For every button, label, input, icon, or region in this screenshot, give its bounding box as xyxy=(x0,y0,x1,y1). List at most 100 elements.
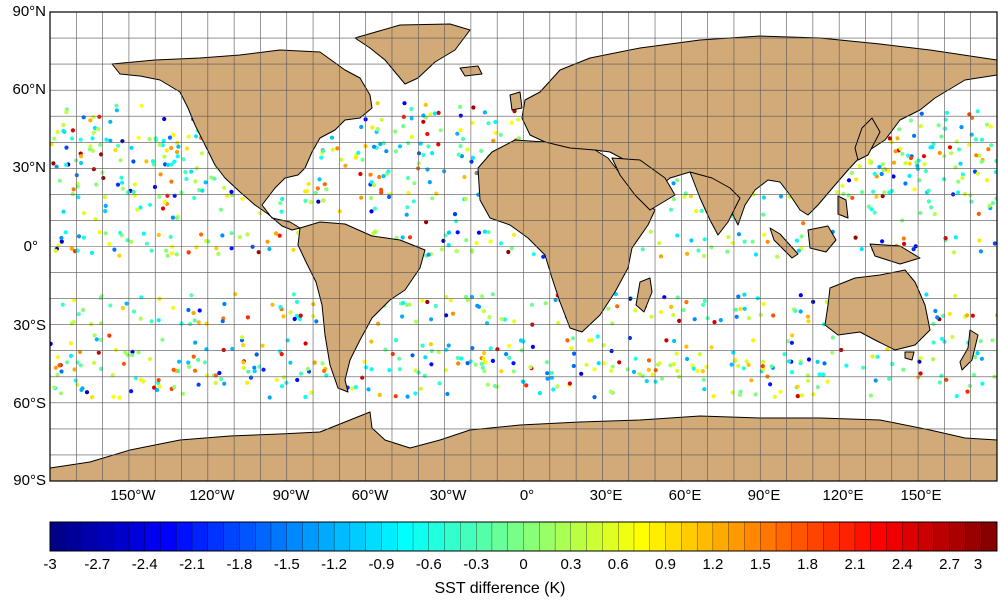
observation-dot xyxy=(772,394,777,399)
colorbar-block xyxy=(255,521,272,552)
observation-dot xyxy=(172,159,177,164)
observation-dot xyxy=(504,352,509,357)
observation-dot xyxy=(204,238,209,244)
observation-dot xyxy=(88,144,93,149)
observation-dot xyxy=(393,338,399,343)
observation-dot xyxy=(75,248,80,253)
observation-dot xyxy=(658,254,664,259)
observation-dot xyxy=(71,319,76,324)
observation-dot xyxy=(160,337,165,342)
colorbar-block xyxy=(854,521,872,552)
observation-dot xyxy=(50,142,54,147)
observation-dot xyxy=(274,377,279,382)
observation-dot xyxy=(103,209,108,214)
colorbar-block xyxy=(286,521,303,552)
observation-dot xyxy=(188,321,193,327)
observation-dot xyxy=(631,369,637,374)
observation-dot xyxy=(368,172,373,177)
observation-dot xyxy=(556,320,561,326)
observation-dot xyxy=(918,371,923,376)
observation-dot xyxy=(696,248,701,253)
observation-dot xyxy=(993,169,997,175)
observation-dot xyxy=(786,359,792,364)
observation-dot xyxy=(136,135,141,140)
observation-dot xyxy=(313,190,318,195)
observation-dot xyxy=(372,206,377,211)
observation-dot xyxy=(919,111,924,116)
observation-dot xyxy=(895,136,900,141)
observation-dot xyxy=(462,174,467,180)
observation-dot xyxy=(172,193,177,198)
observation-dot xyxy=(131,309,137,314)
observation-dot xyxy=(64,162,69,167)
observation-dot xyxy=(985,178,990,183)
observation-dot xyxy=(659,376,665,381)
observation-dot xyxy=(987,203,992,208)
observation-dot xyxy=(761,212,766,217)
observation-dot xyxy=(221,347,226,353)
observation-dot xyxy=(446,243,451,248)
observation-dot xyxy=(393,129,398,134)
observation-dot xyxy=(954,139,959,144)
observation-dot xyxy=(92,125,97,131)
observation-dot xyxy=(692,317,697,322)
observation-dot xyxy=(760,364,765,369)
observation-dot xyxy=(80,386,85,391)
observation-dot xyxy=(476,304,482,309)
observation-dot xyxy=(528,365,533,370)
land-sumatra xyxy=(769,227,799,259)
observation-dot xyxy=(170,251,175,256)
observation-dot xyxy=(486,121,491,126)
observation-dot xyxy=(199,151,205,156)
colorbar-block xyxy=(475,521,493,552)
land-borneo xyxy=(807,225,837,253)
observation-dot xyxy=(491,138,496,143)
observation-dot xyxy=(104,137,109,142)
observation-dot xyxy=(733,307,739,312)
observation-dot xyxy=(429,349,434,354)
observation-dot xyxy=(953,165,958,170)
observation-dot xyxy=(646,367,652,372)
observation-dot xyxy=(52,136,57,141)
observation-dot xyxy=(473,362,478,367)
observation-dot xyxy=(681,307,686,313)
colorbar-block xyxy=(602,521,619,552)
lat-label-60s: 60°S xyxy=(13,395,46,412)
observation-dot xyxy=(662,295,667,300)
observation-dot xyxy=(771,313,776,318)
observation-dot xyxy=(498,132,503,137)
observation-dot xyxy=(506,343,512,348)
observation-dot xyxy=(844,363,849,368)
observation-dot xyxy=(944,110,950,115)
observation-dot xyxy=(61,122,66,128)
observation-dot xyxy=(279,384,285,389)
observation-dot xyxy=(469,248,474,253)
observation-dot xyxy=(156,318,161,323)
observation-dot xyxy=(811,392,816,397)
observation-dot xyxy=(850,195,855,200)
land-africa xyxy=(477,139,656,333)
observation-dot xyxy=(979,356,985,361)
observation-dot xyxy=(55,355,61,360)
observation-dot xyxy=(718,318,723,323)
observation-dot xyxy=(760,359,766,364)
observation-dot xyxy=(511,319,517,324)
observation-dot xyxy=(156,378,161,383)
observation-dot xyxy=(443,233,448,238)
observation-dot xyxy=(420,343,425,348)
colorbar-block xyxy=(191,521,209,552)
observation-dot xyxy=(59,369,64,374)
observation-dot xyxy=(726,234,731,240)
observation-dot xyxy=(445,391,450,397)
observation-dot xyxy=(859,247,864,252)
observation-dot xyxy=(793,308,798,313)
observation-dot xyxy=(977,238,982,243)
observation-dot xyxy=(303,341,308,346)
colorbar-block xyxy=(728,521,745,552)
observation-dot xyxy=(390,351,395,357)
observation-dot xyxy=(493,130,498,135)
observation-dot xyxy=(68,341,73,346)
colorbar-block xyxy=(965,521,982,552)
observation-dot xyxy=(90,395,95,400)
observation-dot xyxy=(442,169,447,174)
